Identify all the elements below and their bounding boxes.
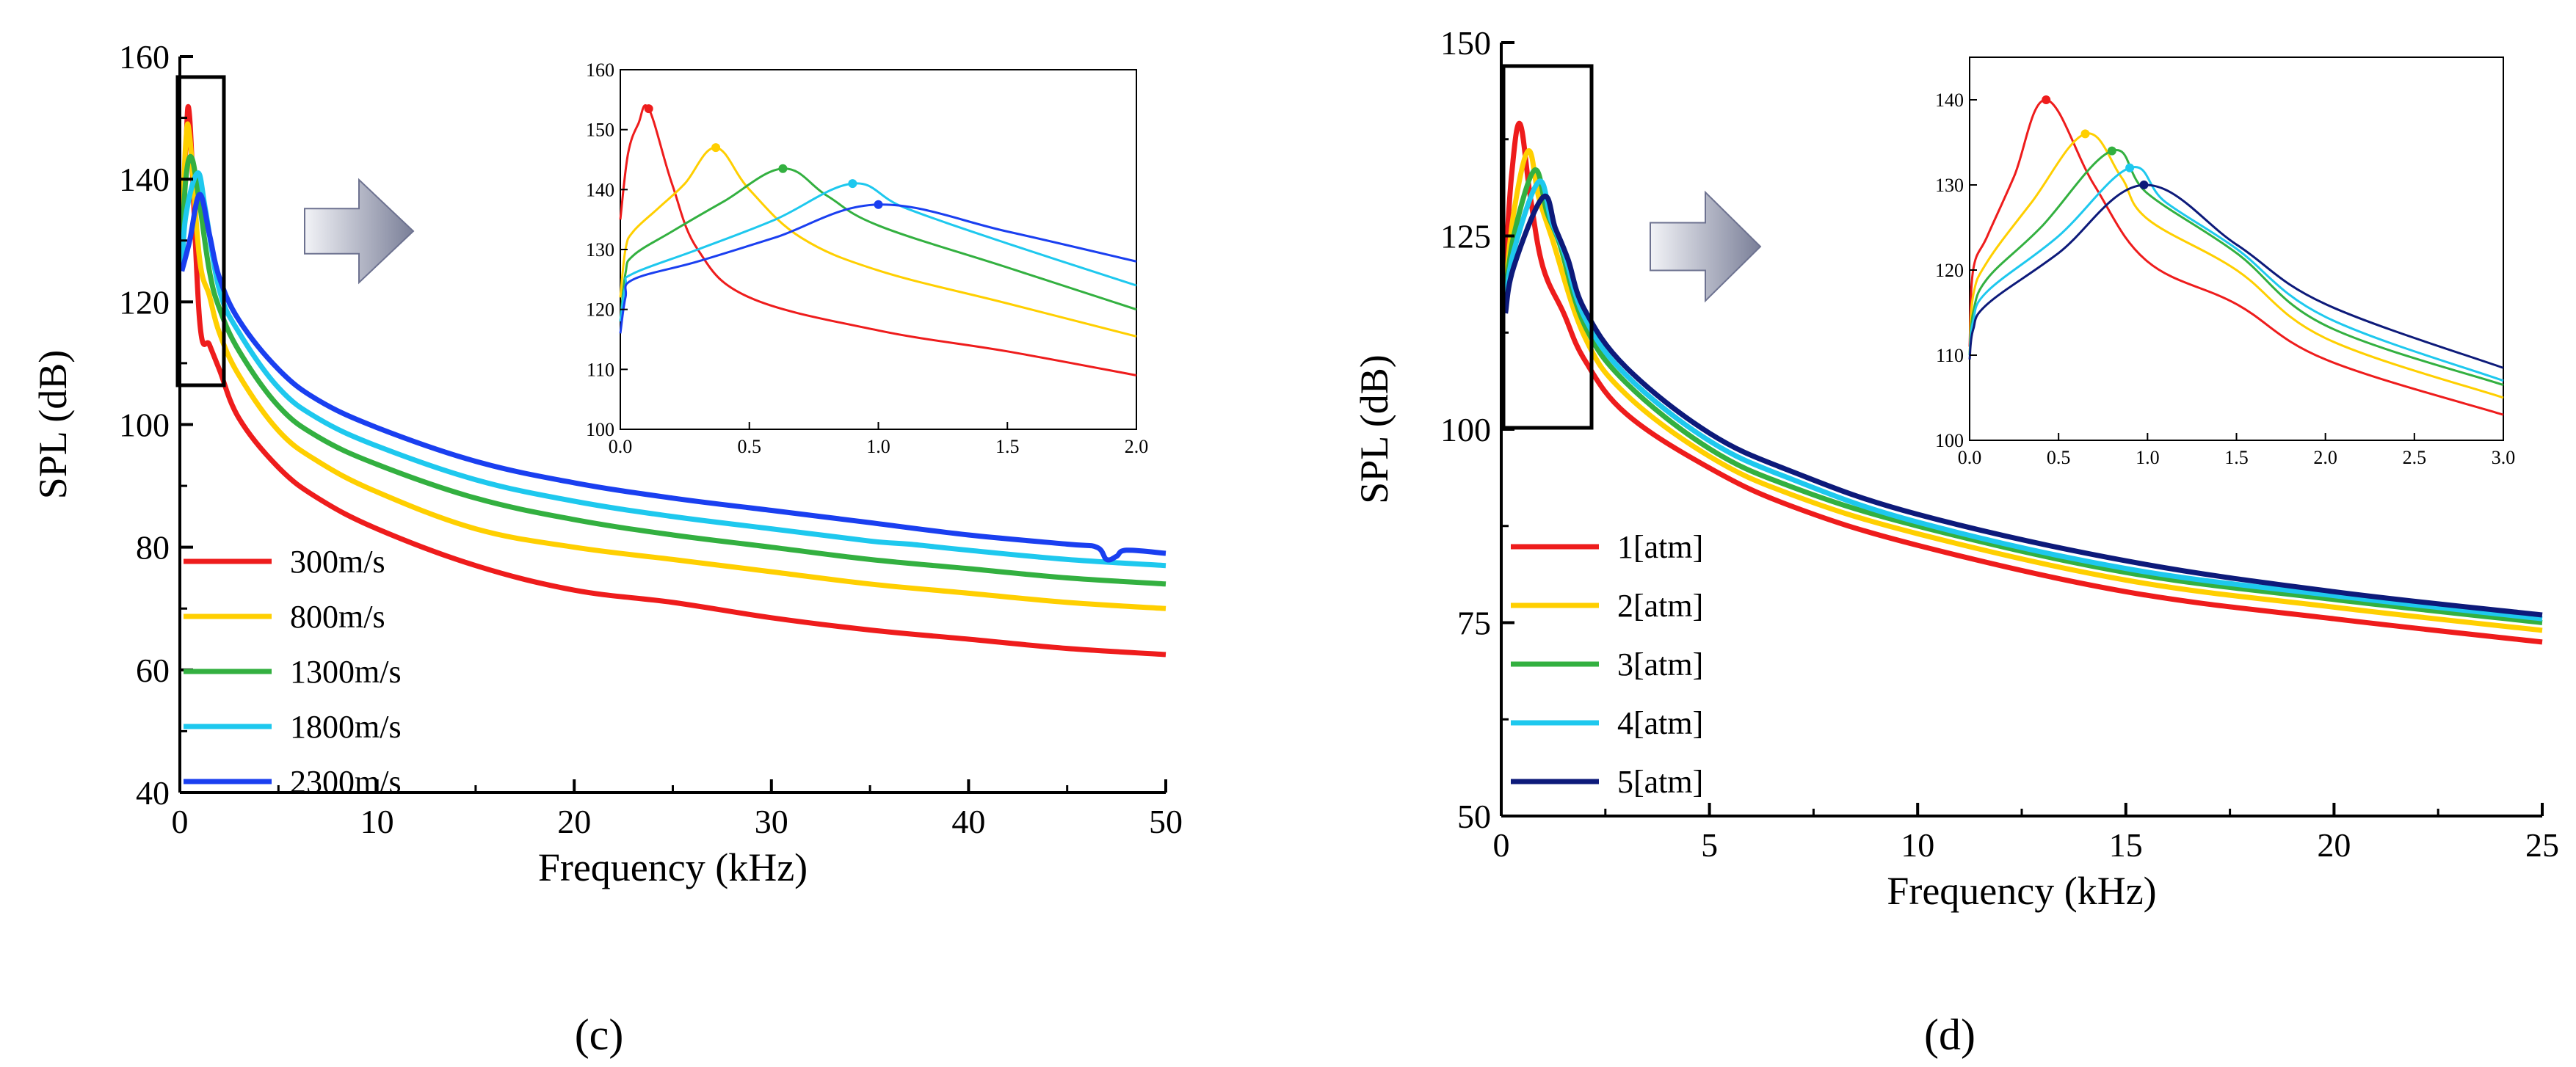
inset-y-tick-label: 120 bbox=[1935, 260, 1964, 281]
inset-y-tick-label: 150 bbox=[586, 120, 614, 141]
inset-peak-marker-4 bbox=[2139, 181, 2149, 189]
zoom-region-box bbox=[1501, 64, 1594, 430]
inset-peak-marker-0 bbox=[2042, 95, 2051, 104]
inset-x-tick-label: 2.5 bbox=[2403, 447, 2427, 468]
inset-x-tick-label: 0.5 bbox=[2047, 447, 2071, 468]
inset-series-line-0 bbox=[619, 104, 1137, 376]
inset-peak-marker-2 bbox=[2107, 146, 2116, 156]
inset-peak-marker-1 bbox=[711, 143, 721, 153]
inset-x-tick-label: 0.0 bbox=[1958, 447, 1982, 468]
legend-label-1: 2[atm] bbox=[1617, 588, 1703, 624]
inset-y-tick-label: 120 bbox=[586, 299, 614, 321]
legend-label-2: 1300m/s bbox=[290, 654, 402, 690]
panel-label: (c) bbox=[575, 1010, 624, 1059]
x-tick-label: 40 bbox=[951, 803, 985, 840]
zoom-arrow-icon bbox=[1650, 190, 1762, 303]
panel-label: (d) bbox=[1924, 1010, 1975, 1059]
inset-y-tick-label: 130 bbox=[586, 239, 614, 261]
x-tick-label: 20 bbox=[2317, 826, 2351, 864]
legend-label-1: 800m/s bbox=[290, 599, 385, 635]
inset-x-tick-label: 1.5 bbox=[995, 436, 1020, 457]
series-line-2 bbox=[179, 153, 1167, 587]
zoom-region-box bbox=[175, 75, 226, 387]
y-tick-label: 125 bbox=[1440, 218, 1491, 255]
x-tick-label: 20 bbox=[557, 803, 591, 840]
x-tick-label: 15 bbox=[2109, 826, 2143, 864]
x-tick-label: 50 bbox=[1149, 803, 1183, 840]
inset-y-tick-label: 130 bbox=[1935, 175, 1964, 196]
y-axis-label: SPL (dB) bbox=[1352, 354, 1396, 504]
inset-peak-marker-3 bbox=[2125, 163, 2135, 172]
y-tick-label: 60 bbox=[136, 652, 170, 689]
inset-x-tick-label: 3.0 bbox=[2492, 447, 2516, 468]
inset-y-tick-label: 110 bbox=[1936, 345, 1964, 366]
y-tick-label: 150 bbox=[1440, 24, 1491, 62]
inset-series-line-1 bbox=[619, 146, 1137, 338]
x-tick-label: 30 bbox=[755, 803, 788, 840]
y-tick-label: 75 bbox=[1457, 605, 1491, 642]
inset-x-tick-label: 1.0 bbox=[2136, 447, 2160, 468]
x-tick-label: 0 bbox=[1493, 826, 1510, 864]
inset-frame bbox=[620, 69, 1137, 430]
inset-y-tick-label: 100 bbox=[586, 419, 614, 440]
inset-series-line-3 bbox=[1968, 166, 2504, 382]
x-tick-label: 10 bbox=[1901, 826, 1934, 864]
inset-peak-marker-3 bbox=[848, 179, 857, 189]
inset-peak-marker-1 bbox=[2080, 129, 2090, 139]
legend-label-0: 1[atm] bbox=[1617, 529, 1703, 565]
y-axis-label: SPL (dB) bbox=[31, 350, 75, 500]
y-tick-label: 100 bbox=[1440, 411, 1491, 448]
y-tick-label: 160 bbox=[119, 38, 170, 76]
chart-panel-c: 0 10 20 30 40 50 40 60 80 100 120 140 160 Frequency (… bbox=[31, 38, 1183, 1059]
inset-series-line-1 bbox=[1968, 132, 2504, 399]
x-tick-label: 10 bbox=[360, 803, 394, 840]
inset-x-tick-label: 2.0 bbox=[2313, 447, 2337, 468]
x-tick-label: 0 bbox=[172, 803, 189, 840]
y-tick-label: 120 bbox=[119, 283, 170, 321]
series-line-3 bbox=[1503, 178, 2543, 622]
legend-label-3: 1800m/s bbox=[290, 709, 402, 745]
inset-x-tick-label: 2.0 bbox=[1125, 436, 1149, 457]
series-line-4 bbox=[1503, 193, 2543, 618]
inset-peak-marker-2 bbox=[778, 164, 788, 173]
legend-label-4: 2300m/s bbox=[290, 764, 402, 800]
inset-series-line-4 bbox=[619, 203, 1137, 334]
y-tick-label: 80 bbox=[136, 529, 170, 567]
y-tick-label: 40 bbox=[136, 774, 170, 812]
series-line-4 bbox=[179, 192, 1167, 563]
inset-x-tick-label: 0.0 bbox=[609, 436, 633, 457]
y-tick-label: 100 bbox=[119, 407, 170, 444]
y-tick-label: 50 bbox=[1457, 798, 1491, 835]
inset-x-tick-label: 1.5 bbox=[2224, 447, 2249, 468]
inset-series-line-3 bbox=[619, 182, 1137, 322]
inset-y-tick-label: 100 bbox=[1935, 430, 1964, 451]
legend-label-0: 300m/s bbox=[290, 544, 385, 580]
inset-y-tick-label: 160 bbox=[586, 59, 614, 81]
legend-label-2: 3[atm] bbox=[1617, 647, 1703, 682]
inset-y-tick-label: 110 bbox=[587, 359, 614, 380]
legend-label-3: 4[atm] bbox=[1617, 705, 1703, 741]
inset-y-tick-label: 140 bbox=[586, 179, 614, 200]
legend-label-4: 5[atm] bbox=[1617, 764, 1703, 800]
inset-peak-marker-0 bbox=[644, 104, 653, 114]
x-tick-label: 5 bbox=[1701, 826, 1718, 864]
inset-x-tick-label: 1.0 bbox=[866, 436, 890, 457]
x-tick-label: 25 bbox=[2525, 826, 2559, 864]
chart-panel-d: 0 5 10 15 20 25 50 75 100 125 150 Frequency (kHz) SP… bbox=[1352, 24, 2559, 1059]
series-line-1 bbox=[1503, 148, 2543, 633]
series-line-0 bbox=[1503, 120, 2543, 645]
inset-peak-marker-4 bbox=[874, 200, 883, 209]
inset-x-tick-label: 0.5 bbox=[738, 436, 762, 457]
x-axis-label: Frequency (kHz) bbox=[1887, 869, 2156, 913]
inset-series-line-0 bbox=[1968, 98, 2504, 416]
zoom-arrow-icon bbox=[304, 178, 415, 285]
y-tick-label: 140 bbox=[119, 161, 170, 198]
inset-y-tick-label: 140 bbox=[1935, 90, 1964, 111]
x-axis-label: Frequency (kHz) bbox=[538, 845, 808, 889]
series-line-1 bbox=[179, 121, 1167, 611]
